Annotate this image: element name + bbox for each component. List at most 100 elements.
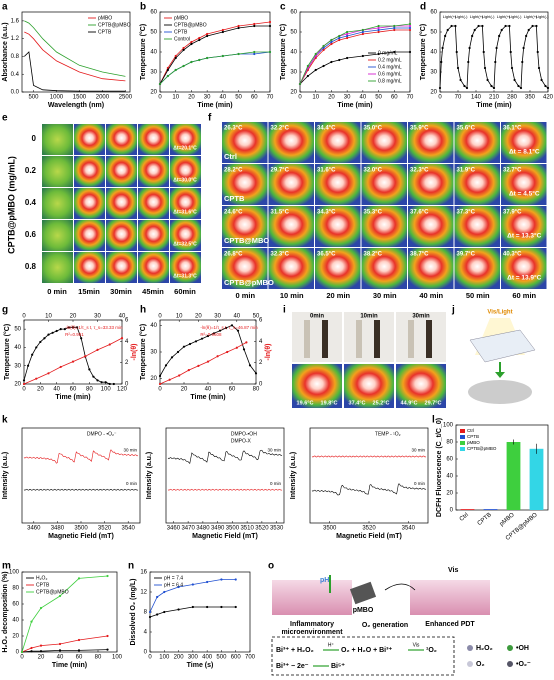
legend-label: 0.4 mg/mL [378,64,402,70]
x-tick-label: 3500 [226,526,240,532]
y-tick-label: 0 [450,508,454,514]
data-point [158,374,162,378]
thermal-image [454,206,500,247]
i-time: 0min [310,314,324,320]
x-tick-label: 70 [407,95,414,101]
equation-box [271,636,455,676]
y-tick-label: 80 [446,440,453,446]
equation: Bi³⁺ + H₂O₂ [276,647,314,654]
data-point [58,642,62,646]
data-point [75,326,79,329]
x-tick-label: 50 [375,95,382,101]
x-tick-label: 3460 [167,526,181,532]
data-point [346,30,349,34]
legend-label: •OH [516,645,529,652]
e-delta: Δt=30.0°C [173,177,197,183]
tissue [410,580,490,615]
data-point [206,580,209,584]
data-point [112,382,115,386]
y-tick-label: 40 [150,323,157,329]
equation: Vis [413,642,420,648]
y-axis-label: Temperature (°C) [139,324,147,380]
data-point [465,86,469,90]
x-tick-label: 0 [20,655,24,661]
e-axis-label: CPTB@pMBO (mg/mL) [6,156,16,254]
x-tick-label: 3540 [122,526,136,532]
data-point [314,68,317,72]
data-point [521,60,524,64]
data-point [483,66,487,70]
thermal-image [138,156,169,187]
x-tick-label: 40 [53,387,60,393]
y-tick-label: 1.6 [11,18,20,24]
thermal-image [138,188,169,219]
thermal-image [454,122,500,163]
thermal-image [222,248,268,289]
vial [304,320,310,358]
f-temp: 32.3°C [410,168,429,174]
data-point [408,50,412,54]
legend-label: pMBO [174,15,188,21]
y-tick-label: 60 [446,457,453,463]
y-tick-label: 50 [290,30,297,36]
equation: Bi⁵⁺ [331,663,345,670]
f-col-label: 0 min [235,291,255,300]
data-point [148,610,152,614]
e-col-label: 0 min [47,287,67,296]
data-point [235,346,238,349]
x-tick-label: 420 [543,95,554,101]
pmbo-label: pMBO [353,607,374,614]
legend-label: CPTB [98,29,112,35]
f-delta: Δt = 8.1°C [509,148,540,156]
x-tick-label: 30 [344,95,351,101]
data-point [177,608,180,611]
f-temp: 26.8°C [224,252,243,258]
data-point [253,22,256,26]
data-point [39,606,43,610]
y-axis-label: DCFH Fluorescence (C_t/C_0) [436,418,443,517]
y-tick-label: 0.8 [11,54,20,60]
y-axis-label: H₂O₂ decomposition (%) [2,571,9,652]
data-point [191,605,194,609]
data-point [531,24,534,28]
data-point [268,24,272,28]
x-tick-label: 350 [525,95,536,101]
data-point [508,24,511,28]
trace-label: 0 min [126,481,138,486]
f-row-label: CPTB [224,194,245,203]
legend-label: CPTB@pMBO [36,589,69,595]
panel-letter: l [432,415,435,426]
data-point [178,374,181,377]
data-point [481,24,484,28]
x-tick-label: 0 [158,387,162,393]
x-tick-label: 100 [159,655,170,661]
y-tick-label: 2 [259,360,263,366]
data-point [544,84,547,88]
data-point [47,333,50,336]
i-time: 10min [360,314,378,320]
x-tick-label: 100 [101,387,112,393]
thermal-image [170,220,201,251]
legend-label: 0.2 mg/mL [378,57,402,63]
x-tick-label: 0 [22,314,26,320]
f-row-label: CPTB@MBO [224,236,269,245]
data-point [58,649,62,652]
data-point [498,34,501,38]
data-point [63,328,66,331]
data-point [330,40,333,44]
data-point [221,30,224,34]
thermal-image [74,188,105,219]
x-tick-label: 3480 [51,526,65,532]
y-tick-label: 8 [144,610,148,616]
f-temp: 35.3°C [364,210,383,216]
thermal-image [42,156,73,187]
data-point [517,84,520,88]
data-point [39,340,42,344]
x-tick-label: 0 [158,314,162,320]
data-point [253,24,256,28]
data-point [509,50,512,54]
x-tick-label: 30 [94,314,101,320]
data-point [330,42,333,46]
f-row-label: Ctrl [224,152,237,161]
x-tick-label: 280 [507,95,518,101]
